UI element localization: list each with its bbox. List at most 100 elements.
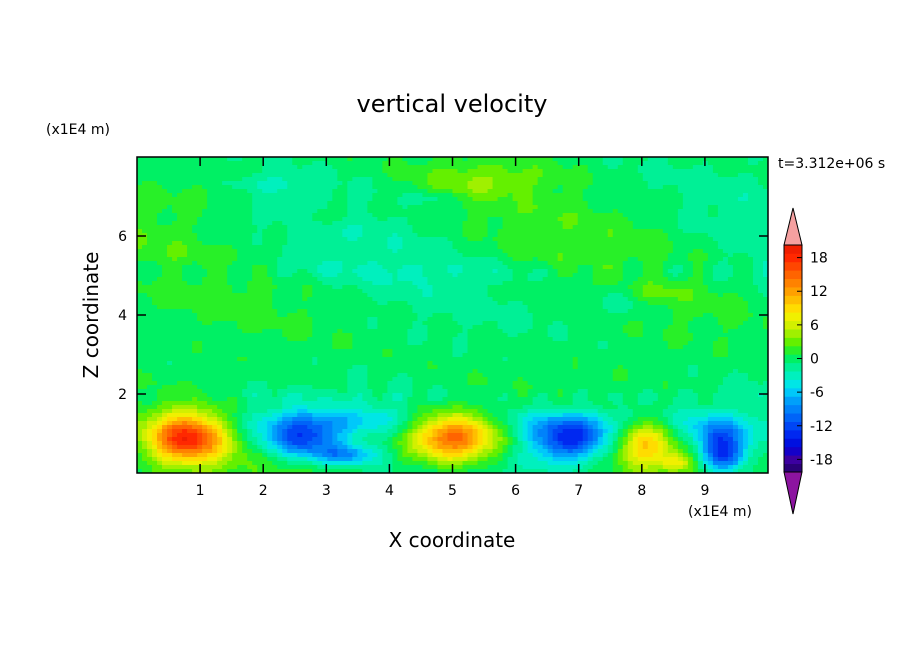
field-cell [487, 181, 494, 186]
field-cell [657, 261, 664, 266]
field-cell [382, 165, 388, 170]
field-cell [697, 165, 704, 170]
field-cell [142, 237, 148, 242]
field-cell [337, 213, 343, 218]
field-cell [507, 165, 514, 170]
field-cell [727, 233, 734, 238]
field-cell [537, 309, 544, 314]
field-cell [637, 225, 644, 230]
field-cell [687, 293, 694, 298]
field-cell [602, 177, 609, 182]
field-cell [697, 157, 704, 162]
field-cell [507, 185, 514, 190]
field-cell [272, 293, 278, 298]
field-cell [277, 165, 283, 170]
field-cell [177, 157, 183, 162]
field-cell [277, 257, 283, 262]
field-cell [362, 229, 368, 234]
field-cell [342, 165, 348, 170]
field-cell [447, 237, 454, 242]
field-cell [147, 277, 153, 282]
field-cell [192, 209, 198, 214]
field-cell [617, 309, 624, 314]
field-cell [342, 201, 348, 206]
field-cell [167, 281, 173, 286]
field-cell [277, 161, 283, 166]
field-cell [747, 169, 754, 174]
field-cell [137, 169, 143, 174]
field-cell [532, 173, 539, 178]
field-cell [532, 309, 539, 314]
field-cell [382, 265, 388, 270]
field-cell [467, 225, 474, 230]
field-cell [342, 305, 348, 310]
field-cell [722, 169, 729, 174]
field-cell [407, 309, 414, 314]
field-cell [512, 205, 519, 210]
field-cell [157, 285, 163, 290]
field-cell [652, 209, 659, 214]
field-cell [587, 181, 594, 186]
field-cell [487, 205, 494, 210]
field-cell [482, 185, 489, 190]
field-cell [582, 157, 589, 162]
field-cell [232, 193, 238, 198]
field-cell [157, 313, 163, 318]
field-cell [487, 249, 494, 254]
field-cell [332, 225, 338, 230]
field-cell [632, 245, 639, 250]
field-cell [727, 161, 734, 166]
field-cell [202, 237, 208, 242]
field-cell [197, 201, 203, 206]
field-cell [492, 157, 499, 162]
field-cell [262, 273, 268, 278]
field-cell [702, 281, 709, 286]
field-cell [272, 201, 278, 206]
field-cell [692, 193, 699, 198]
field-cell [682, 177, 689, 182]
field-cell [317, 253, 323, 258]
field-cell [332, 205, 338, 210]
field-cell [597, 277, 604, 282]
field-cell [482, 225, 489, 230]
field-cell [177, 273, 183, 278]
field-cell [167, 241, 173, 246]
field-cell [667, 177, 674, 182]
field-cell [462, 197, 469, 202]
field-cell [172, 269, 178, 274]
field-cell [347, 173, 353, 178]
field-cell [667, 305, 674, 310]
field-cell [727, 217, 734, 222]
field-cell [217, 257, 223, 262]
field-cell [437, 245, 444, 250]
field-cell [742, 253, 749, 258]
field-cell [432, 277, 439, 282]
field-cell [672, 277, 679, 282]
field-cell [332, 177, 338, 182]
field-cell [252, 197, 258, 202]
field-cell [262, 165, 268, 170]
field-cell [752, 181, 759, 186]
field-cell [667, 249, 674, 254]
field-cell [762, 249, 768, 254]
field-cell [532, 201, 539, 206]
field-cell [167, 253, 173, 258]
field-cell [412, 225, 419, 230]
field-cell [432, 237, 439, 242]
field-cell [727, 209, 734, 214]
field-cell [512, 297, 519, 302]
field-cell [372, 213, 378, 218]
field-cell [587, 289, 594, 294]
field-cell [292, 201, 298, 206]
field-cell [402, 301, 409, 306]
field-cell [747, 217, 754, 222]
field-cell [447, 277, 454, 282]
field-cell [302, 181, 308, 186]
field-cell [527, 277, 534, 282]
field-cell [172, 201, 178, 206]
field-cell [517, 157, 524, 162]
field-cell [287, 229, 293, 234]
field-cell [457, 169, 464, 174]
field-cell [337, 221, 343, 226]
field-cell [572, 289, 579, 294]
